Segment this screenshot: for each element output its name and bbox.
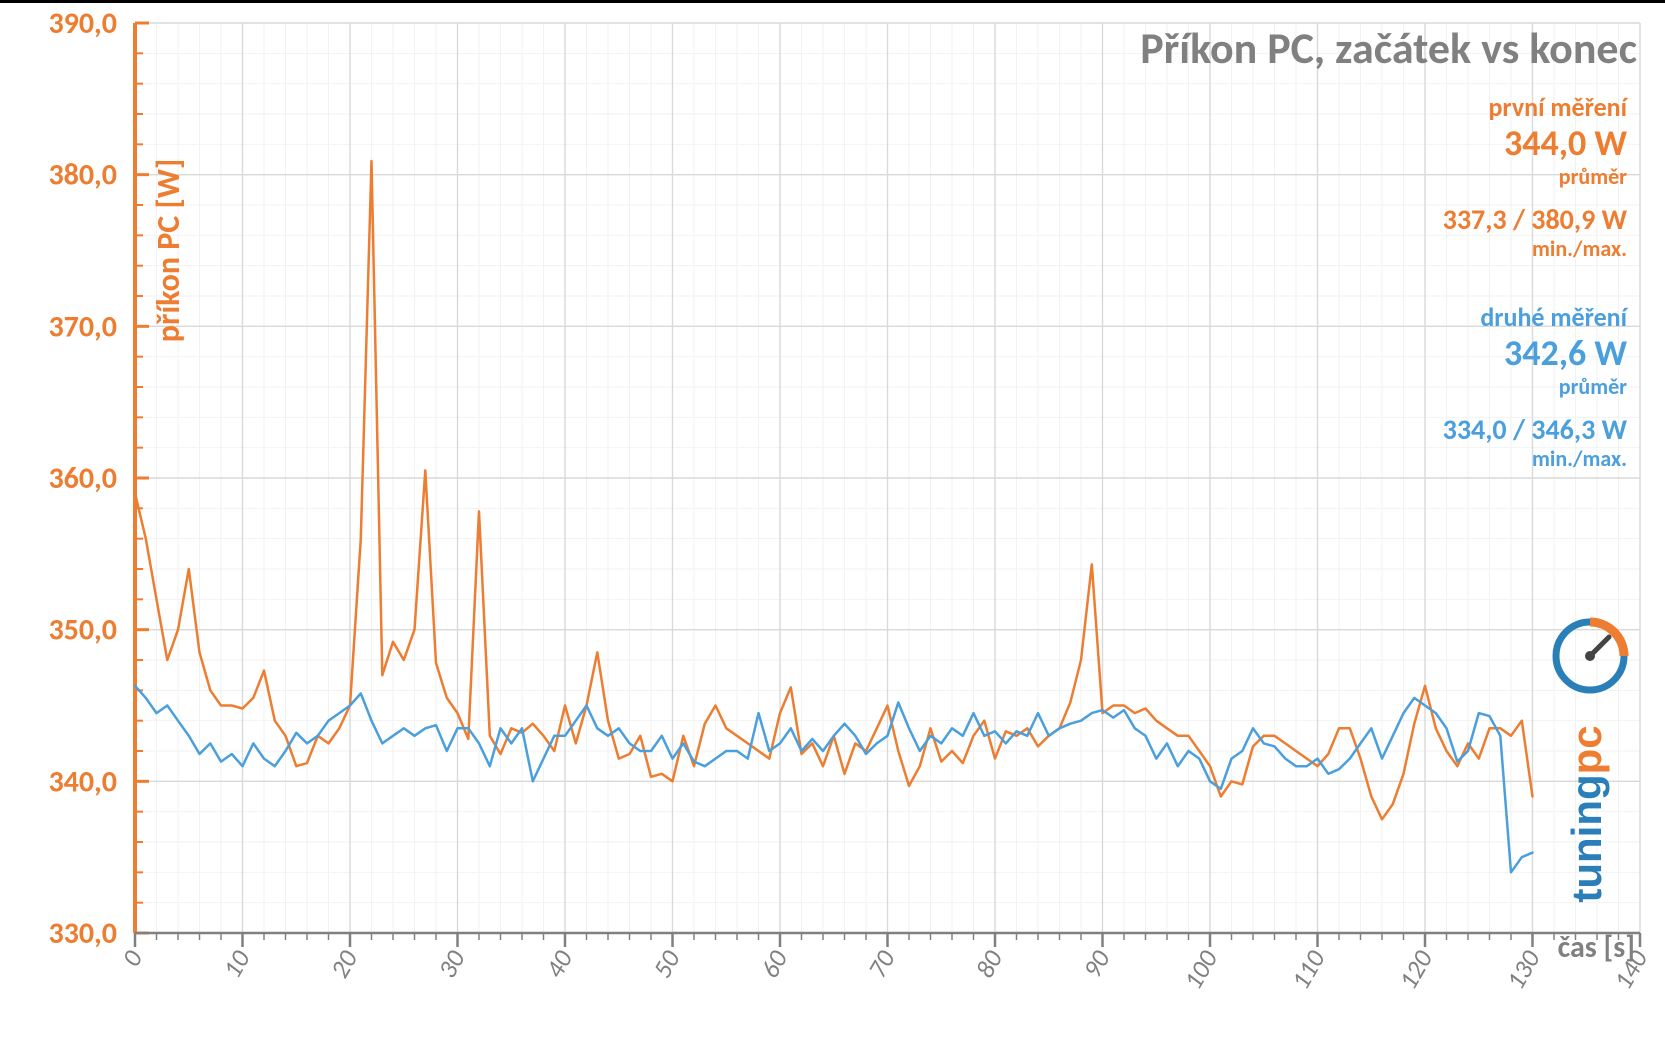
series-1-avg: 344,0 W: [1443, 123, 1627, 164]
series-1-name: první měření: [1443, 93, 1627, 123]
series-2-avg-label: průměr: [1443, 374, 1627, 399]
chart-container: 330,0 340,0 350,0 360,0 370,0 380,0 390,0 příko…: [0, 0, 1665, 1058]
line-chart: 330,0 340,0 350,0 360,0 370,0 380,0 390,0 příko…: [0, 3, 1665, 1058]
svg-text:390,0: 390,0: [48, 5, 117, 42]
series-1-avg-label: průměr: [1443, 164, 1627, 189]
series-1-stats: první měření 344,0 W průměr 337,3 / 380,…: [1443, 93, 1627, 261]
svg-text:tuningpc: tuningpc: [1563, 725, 1610, 902]
svg-text:příkon PC [W]: příkon PC [W]: [149, 159, 188, 342]
pctuning-logo: tuningpc: [1545, 616, 1635, 946]
series-1-minmax: 337,3 / 380,9 W: [1443, 204, 1627, 236]
svg-text:340,0: 340,0: [48, 763, 117, 800]
svg-text:370,0: 370,0: [48, 308, 117, 345]
svg-text:360,0: 360,0: [48, 460, 117, 497]
series-2-minmax-label: min./max.: [1443, 446, 1627, 471]
chart-title: Příkon PC, začátek vs konec: [1140, 21, 1637, 75]
series-1-minmax-label: min./max.: [1443, 236, 1627, 261]
svg-text:350,0: 350,0: [48, 612, 117, 649]
svg-text:330,0: 330,0: [48, 915, 117, 952]
svg-text:380,0: 380,0: [48, 157, 117, 194]
series-2-avg: 342,6 W: [1443, 333, 1627, 374]
series-2-name: druhé měření: [1443, 303, 1627, 333]
series-2-minmax: 334,0 / 346,3 W: [1443, 414, 1627, 446]
series-2-stats: druhé měření 342,6 W průměr 334,0 / 346,…: [1443, 303, 1627, 471]
